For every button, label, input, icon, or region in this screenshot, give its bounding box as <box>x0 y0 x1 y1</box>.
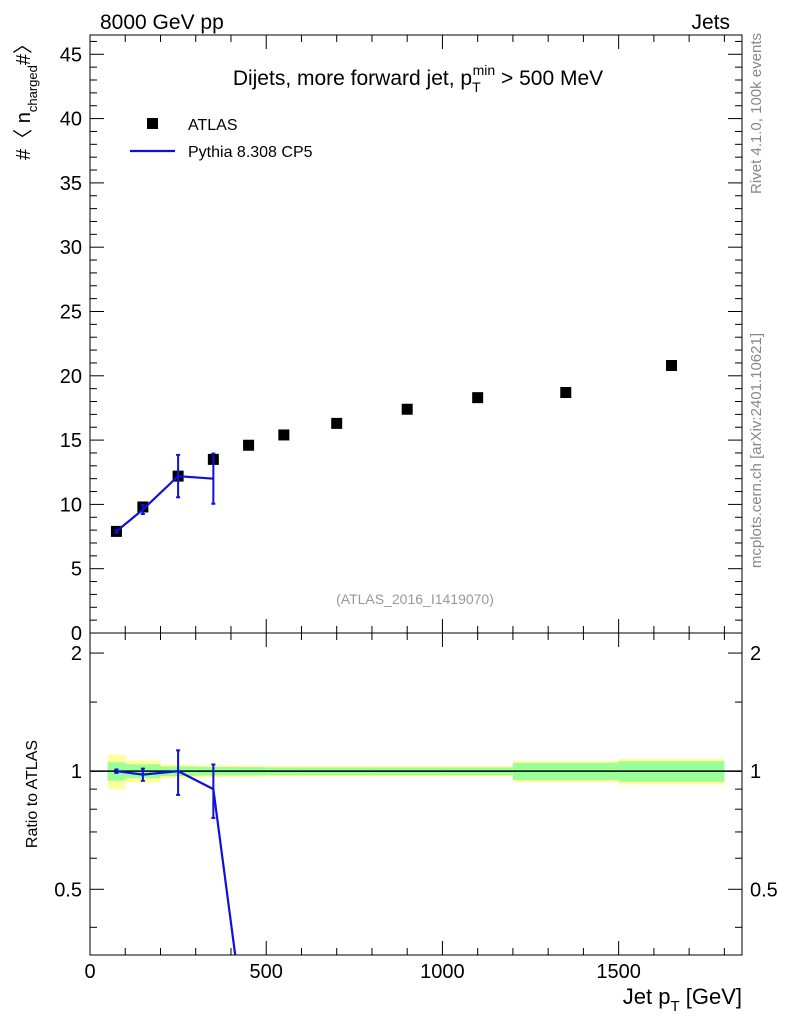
ratio-y-tick-label-right: 0.5 <box>750 879 778 901</box>
x-axis-label: Jet pT [GeV] <box>623 984 742 1015</box>
ratio-y-tick-label: 0.5 <box>54 879 82 901</box>
analysis-tag: (ATLAS_2016_I1419070) <box>336 591 494 607</box>
atlas-data-point <box>331 417 343 429</box>
ratio-y-tick-label: 1 <box>71 761 82 783</box>
main-y-tick-label: 30 <box>60 237 82 259</box>
ratio-y-tick-label-right: 1 <box>750 761 761 783</box>
plot-title-main: Dijets, more forward jet, p <box>233 67 472 90</box>
ratio-uncertainty-bands <box>107 754 725 790</box>
rivet-version-label: Rivet 4.1.0, 100k events <box>748 33 765 194</box>
ratio-y-axis-label: Ratio to ATLAS <box>24 740 41 848</box>
plot-title-subscript: T <box>472 79 481 95</box>
x-label-main: Jet p <box>623 984 671 1009</box>
ratio-y-tick-label: 2 <box>71 643 82 665</box>
x-tick-label: 500 <box>250 961 283 983</box>
y-label-subscript: charged <box>25 65 40 112</box>
ratio-x-axis: 0 500 1000 1500 <box>84 633 725 983</box>
atlas-data-point <box>401 403 413 415</box>
main-x-ticks <box>89 35 725 633</box>
legend-pythia-label: Pythia 8.308 CP5 <box>188 144 313 161</box>
main-y-axis-label: #〈 ncharged#〉 <box>13 34 40 160</box>
main-y-tick-label: 40 <box>60 109 82 131</box>
atlas-data-point <box>278 429 290 441</box>
main-y-tick-label: 15 <box>60 430 82 452</box>
main-y-tick-label: 45 <box>60 44 82 66</box>
main-y-tick-label: 20 <box>60 366 82 388</box>
plot-title: Dijets, more forward jet, pTmin > 500 Me… <box>233 62 603 95</box>
header-jets-label: Jets <box>691 11 730 34</box>
ratio-plot-panel: 0.5 0.5 1 1 2 2 0 500 1000 1500 Ratio to ATLAS <box>24 632 778 983</box>
plot-title-superscript: min <box>473 62 496 78</box>
ratio-series <box>90 749 742 955</box>
main-y-tick-label: 10 <box>60 494 82 516</box>
legend-atlas-marker <box>147 118 158 129</box>
ratio-plot-frame <box>89 632 743 956</box>
atlas-data-point <box>666 360 678 372</box>
x-tick-label: 1500 <box>596 961 641 983</box>
main-plot-panel: 0 5 10 15 20 25 30 35 40 45 Dijets, more forward … <box>13 34 743 645</box>
x-tick-label: 1000 <box>420 961 465 983</box>
main-y-tick-label: 0 <box>71 623 82 645</box>
x-label-subscript: T <box>670 998 679 1015</box>
ratio-y-axis: 0.5 0.5 1 1 2 2 <box>54 643 778 928</box>
atlas-data-point <box>243 439 255 451</box>
atlas-data-point <box>472 392 484 404</box>
pythia-curve <box>115 474 214 533</box>
pythia-ratio-curve <box>116 770 237 955</box>
plot-title-rest: > 500 MeV <box>495 67 603 90</box>
main-series <box>110 360 678 537</box>
legend-atlas-label: ATLAS <box>188 117 238 134</box>
x-label-rest: [GeV] <box>680 984 742 1009</box>
ratio-y-tick-label-right: 2 <box>750 643 761 665</box>
x-tick-label: 0 <box>84 961 95 983</box>
header-energy-label: 8000 GeV pp <box>100 11 224 34</box>
mcplots-reference-label: mcplots.cern.ch [arXiv:2401.10621] <box>748 333 765 568</box>
y-label-post: #〉 <box>13 34 35 65</box>
main-y-tick-label: 5 <box>71 559 82 581</box>
y-label-pre: #〈 n <box>13 112 35 160</box>
main-y-tick-label: 35 <box>60 173 82 195</box>
atlas-data-point <box>560 387 572 399</box>
main-y-axis: 0 5 10 15 20 25 30 35 40 45 <box>60 40 742 645</box>
main-y-tick-label: 25 <box>60 301 82 323</box>
